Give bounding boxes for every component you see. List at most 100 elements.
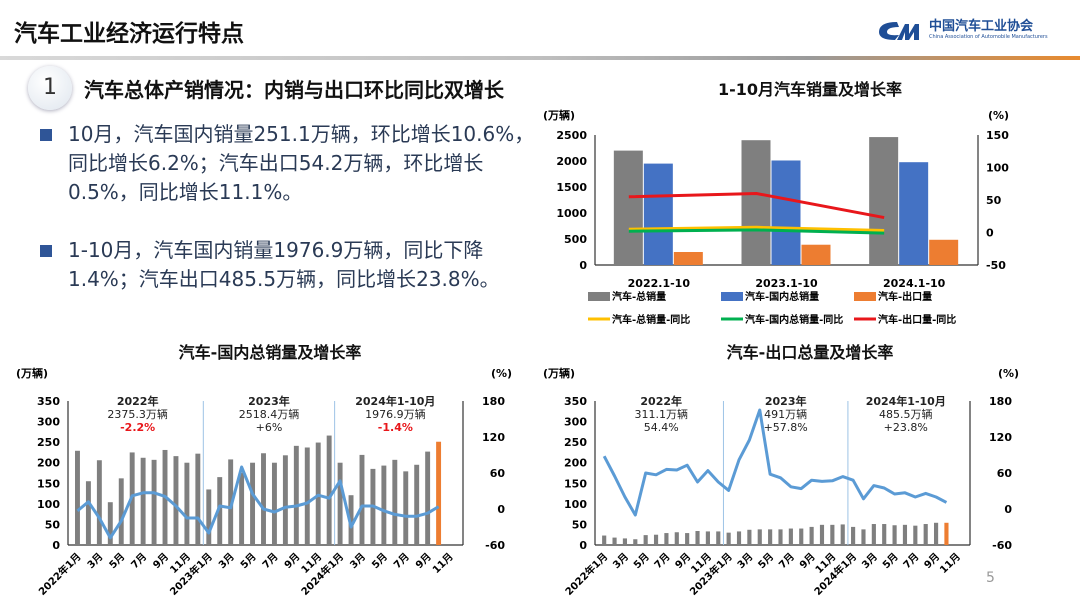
chart-domestic-monthly: 汽车-国内总销量及增长率 (万辆) (%) 0 50 100 150 200 250 300 350… [16,343,512,598]
bar [643,535,648,545]
y2-tick-label: 120 [482,431,505,444]
chart-title: 汽车-国内总销量及增长率 [179,343,362,362]
y-tick-label: 350 [564,395,587,408]
y-tick-label: 200 [564,457,587,470]
bar [653,534,659,545]
annotation-text: +23.8% [884,421,928,434]
annotation-text: 485.5万辆 [879,407,933,421]
page-number: 5 [986,570,995,586]
bar [612,537,617,545]
x-tick-label: 7月 [777,551,797,571]
y2-tick-label: 0 [1004,503,1012,516]
annotation-text: 1976.9万辆 [365,407,426,421]
y-tick-label: 50 [572,518,588,531]
bar [206,489,212,545]
bar [768,529,773,545]
annotation-text: -2.2% [120,421,155,434]
x-tick-label: 2022年1月 [36,550,84,598]
y-tick-label: 50 [45,518,61,531]
bar-汽车-出口量 [673,252,703,265]
y2-tick-label: 0 [986,227,994,240]
bar [809,526,814,545]
x-tick-label: 3月 [611,551,631,571]
y-axis-unit: (万辆) [543,366,575,380]
annotation-text: 2375.3万辆 [107,407,168,421]
y2-tick-label: -60 [992,539,1012,552]
bar [304,447,310,545]
chart-export-monthly: 汽车-出口总量及增长率(万辆) (%)050100150200250300350-… [543,343,1019,598]
bar [96,460,102,545]
growth-line [76,465,440,540]
annotation-text: 311.1万辆 [634,407,688,421]
y-tick-label: 0 [52,539,60,552]
y2-tick-label: 50 [986,194,1002,207]
legend-label: 汽车-总销量 [612,290,666,303]
bar [664,533,669,545]
bar [716,531,721,545]
bar [788,528,793,545]
legend-label: 汽车-国内总销量 [745,290,819,303]
bar-汽车-总销量 [613,150,643,265]
bar-汽车-总销量 [869,137,899,265]
line-汽车-总销量-同比 [628,225,885,233]
bar [747,529,752,545]
bar [840,524,845,545]
bar [118,478,124,545]
x-tick-label: 3月 [735,551,755,571]
bar [107,502,113,545]
bar [861,529,866,545]
header-divider [0,56,1080,60]
x-tick-label: 7月 [652,551,672,571]
bar [622,538,628,545]
bar [239,472,245,545]
bar [293,445,299,545]
section-heading: 汽车总体产销情况：内销与出口环比同比双增长 [84,78,504,102]
y2-tick-label: 150 [986,129,1009,142]
bar [819,524,825,545]
annotation-text: 2518.4万辆 [239,407,300,421]
y2-axis-unit: (%) [491,367,512,380]
x-tick-label: 3月 [85,551,105,571]
bar [933,522,939,545]
y2-tick-label: 0 [497,503,505,516]
x-tick-label: 3月 [348,551,368,571]
chart-title: 汽车-出口总量及增长率 [727,343,894,362]
bar [757,529,762,545]
bar [830,524,835,545]
x-tick-label: 7月 [391,551,411,571]
y2-tick-label: -60 [485,539,505,552]
bullet-text: 10月，汽车国内销量251.1万辆，环比增长10.6%，同比增长6.2%；汽车出… [68,122,535,204]
x-tick-label: 2023.1-10 [755,277,818,290]
y-axis-unit: (万辆) [16,366,48,380]
y-tick-label: 250 [37,436,60,449]
y2-axis-unit: (%) [998,367,1019,380]
cam-logo-icon [879,22,919,40]
legend-swatch [588,292,610,301]
y2-tick-label: 60 [997,467,1013,480]
y-tick-label: 1500 [556,181,587,194]
x-tick-label: 5月 [756,551,776,571]
y2-tick-label: 120 [989,431,1012,444]
y-tick-label: 300 [564,416,587,429]
x-tick-label: 2022年1月 [562,550,610,598]
logo-name-en: China Association of Automobile Manufact… [929,34,1048,40]
y-tick-label: 2500 [556,129,587,142]
bar [75,450,80,545]
annotation-text: 2022年 [117,394,159,408]
bar [184,462,190,545]
bar [778,529,783,545]
annotation-text: 2024年1-10月 [866,394,946,408]
bar [85,481,91,545]
bar [337,462,343,545]
x-tick-label: 5月 [107,551,127,571]
bar [871,524,876,545]
bar [414,464,420,545]
bar [271,462,277,545]
bar [359,454,365,545]
page-title: 汽车工业经济运行特点 [14,21,244,47]
bar [674,532,679,545]
legend-label: 汽车-出口量 [878,290,932,303]
bar-汽车-出口量 [801,244,831,265]
bar [602,535,607,545]
bar [923,524,928,545]
